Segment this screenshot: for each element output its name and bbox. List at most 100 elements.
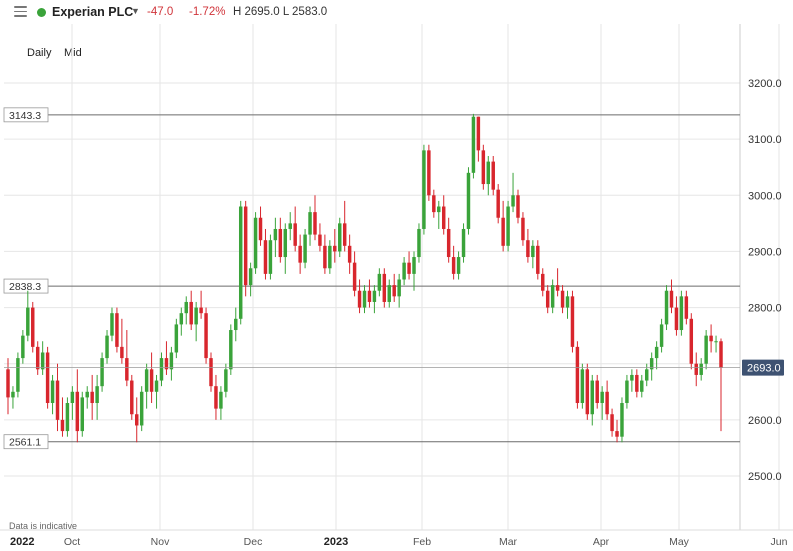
candle-body[interactable] <box>60 419 65 432</box>
candle-body[interactable] <box>575 346 580 404</box>
candle-body[interactable] <box>328 245 332 269</box>
candle-body[interactable] <box>283 228 288 258</box>
candle-body[interactable] <box>570 296 575 347</box>
candle-body[interactable] <box>625 380 629 404</box>
price-type-selector[interactable]: Mid <box>64 47 82 59</box>
candle-body[interactable] <box>669 290 674 308</box>
candle-body[interactable] <box>189 301 193 325</box>
hamburger-menu-icon[interactable] <box>14 6 27 17</box>
candle-body[interactable] <box>531 245 535 258</box>
candle-body[interactable] <box>31 307 35 347</box>
candle-body[interactable] <box>135 414 139 426</box>
candle-body[interactable] <box>80 397 85 432</box>
candle-body[interactable] <box>620 403 624 437</box>
candle-body[interactable] <box>214 386 218 409</box>
candle-body[interactable] <box>263 240 268 274</box>
candle-body[interactable] <box>323 245 327 269</box>
candle-body[interactable] <box>541 273 545 291</box>
candle-body[interactable] <box>169 352 174 370</box>
candle-body[interactable] <box>100 358 104 387</box>
candle-body[interactable] <box>605 391 609 415</box>
candle-body[interactable] <box>506 206 510 246</box>
candle-body[interactable] <box>441 206 446 229</box>
candle-body[interactable] <box>6 369 10 398</box>
candle-body[interactable] <box>486 161 491 185</box>
candle-body[interactable] <box>664 290 669 325</box>
candle-body[interactable] <box>432 195 436 213</box>
candle-body[interactable] <box>640 380 644 392</box>
candle-body[interactable] <box>600 391 604 404</box>
candle-body[interactable] <box>65 403 70 432</box>
candle-body[interactable] <box>496 189 500 218</box>
candle-body[interactable] <box>709 335 713 342</box>
candle-body[interactable] <box>268 240 273 274</box>
candle-body[interactable] <box>372 290 377 302</box>
candle-body[interactable] <box>229 330 233 370</box>
candle-body[interactable] <box>357 290 362 308</box>
candle-body[interactable] <box>635 374 639 392</box>
candle-body[interactable] <box>679 296 684 331</box>
candle-body[interactable] <box>110 313 114 336</box>
candle-body[interactable] <box>120 346 124 359</box>
candle-body[interactable] <box>526 240 530 258</box>
candle-body[interactable] <box>451 257 456 274</box>
candle-body[interactable] <box>387 285 391 302</box>
candle-body[interactable] <box>367 290 372 302</box>
candle-body[interactable] <box>659 324 664 347</box>
candle-body[interactable] <box>219 391 223 409</box>
candle-body[interactable] <box>159 358 164 381</box>
candle-body[interactable] <box>392 285 396 297</box>
candle-body[interactable] <box>580 369 585 404</box>
candle-body[interactable] <box>234 318 238 331</box>
candle-body[interactable] <box>204 313 208 359</box>
candle-body[interactable] <box>293 223 297 246</box>
candle-body[interactable] <box>590 380 594 415</box>
candle-body[interactable] <box>338 223 342 252</box>
candle-body[interactable] <box>699 363 703 375</box>
candle-body[interactable] <box>521 217 525 241</box>
candle-body[interactable] <box>412 257 416 274</box>
candle-body[interactable] <box>615 431 619 437</box>
candle-body[interactable] <box>308 212 312 235</box>
candle-body[interactable] <box>516 195 520 218</box>
candle-body[interactable] <box>347 245 352 263</box>
candle-body[interactable] <box>318 234 322 246</box>
candle-body[interactable] <box>481 150 486 185</box>
candle-body[interactable] <box>377 273 382 291</box>
candle-body[interactable] <box>476 116 481 151</box>
candle-body[interactable] <box>407 262 411 274</box>
candle-body[interactable] <box>40 352 45 370</box>
candle-body[interactable] <box>555 285 560 291</box>
candle-body[interactable] <box>491 161 495 190</box>
candle-body[interactable] <box>397 279 401 297</box>
candle-body[interactable] <box>199 307 203 314</box>
candle-body[interactable] <box>333 245 337 252</box>
candle-body[interactable] <box>595 380 599 404</box>
candle-body[interactable] <box>70 391 75 404</box>
candle-body[interactable] <box>714 341 718 343</box>
candle-body[interactable] <box>90 391 94 404</box>
candle-body[interactable] <box>630 374 634 381</box>
candle-body[interactable] <box>471 116 476 173</box>
candle-body[interactable] <box>248 268 253 286</box>
candle-body[interactable] <box>194 307 198 325</box>
candle-body[interactable] <box>273 228 278 241</box>
candle-body[interactable] <box>303 234 307 263</box>
candle-body[interactable] <box>352 262 357 291</box>
candle-body[interactable] <box>11 391 15 398</box>
candle-body[interactable] <box>149 369 154 392</box>
candle-body[interactable] <box>704 335 708 364</box>
candle-body[interactable] <box>174 324 179 353</box>
candle-body[interactable] <box>422 150 426 229</box>
candle-body[interactable] <box>610 414 614 432</box>
candle-body[interactable] <box>298 245 302 263</box>
candle-body[interactable] <box>105 335 109 359</box>
candle-body[interactable] <box>545 290 550 308</box>
candle-body[interactable] <box>288 223 292 229</box>
candle-body[interactable] <box>85 391 89 398</box>
candle-body[interactable] <box>130 380 134 415</box>
candle-body[interactable] <box>154 380 159 392</box>
candle-body[interactable] <box>382 273 387 302</box>
candle-body[interactable] <box>511 195 515 207</box>
